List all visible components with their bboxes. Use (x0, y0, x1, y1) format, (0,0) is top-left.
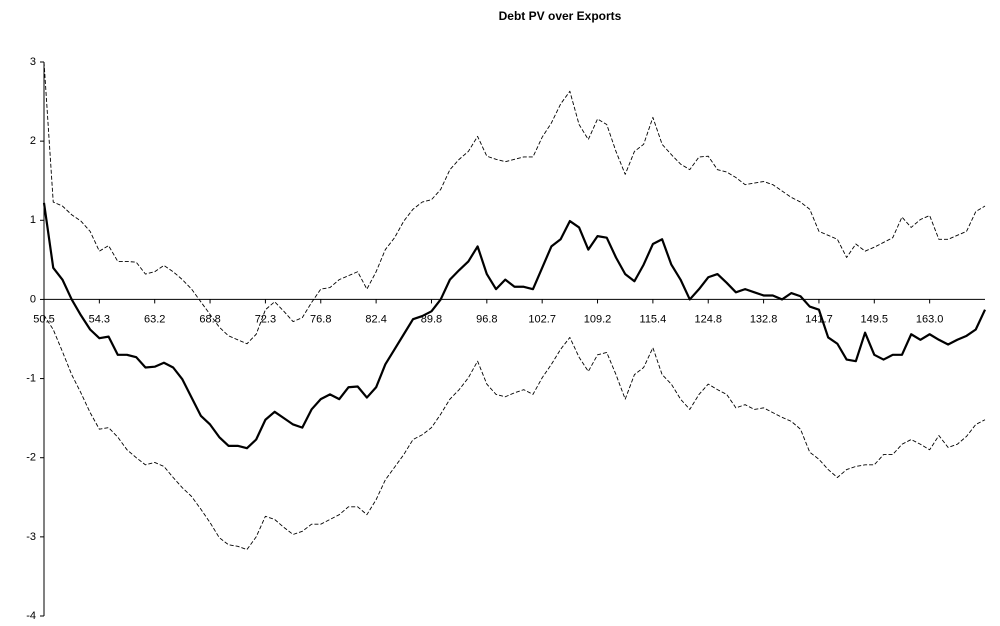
y-tick-label: -2 (26, 452, 36, 464)
y-tick-label: -3 (26, 531, 36, 543)
x-tick-label: 89.8 (421, 313, 442, 325)
series-line (43, 315, 986, 550)
x-tick-label: 76.8 (310, 313, 331, 325)
x-tick-label: 132.8 (750, 313, 778, 325)
x-tick-label: 68.8 (199, 313, 220, 325)
y-tick-label: 1 (30, 214, 36, 226)
x-tick-label: 124.8 (694, 313, 722, 325)
chart-title: Debt PV over Exports (499, 9, 622, 23)
x-tick-label: 96.8 (476, 313, 497, 325)
y-tick-label: 3 (30, 56, 36, 68)
x-tick-label: 163.0 (916, 313, 944, 325)
x-tick-label: 72.3 (255, 313, 276, 325)
x-tick-label: 102.7 (528, 313, 556, 325)
series-line (42, 202, 986, 450)
x-tick-label: 115.4 (640, 313, 667, 325)
y-tick-label: 2 (30, 135, 36, 147)
x-tick-label: 82.4 (365, 313, 386, 325)
x-tick-label: 63.2 (144, 313, 165, 325)
series-line (43, 61, 986, 345)
x-tick-label: 109.2 (584, 313, 612, 325)
x-tick-label: 50.5 (33, 313, 54, 325)
y-tick-label: -4 (26, 610, 36, 622)
x-tick-label: 54.3 (89, 313, 110, 325)
x-tick-label: 149.5 (861, 313, 889, 325)
x-tick-label: 141.7 (805, 313, 833, 325)
y-tick-label: -1 (26, 372, 36, 384)
y-tick-label: 0 (30, 293, 36, 305)
